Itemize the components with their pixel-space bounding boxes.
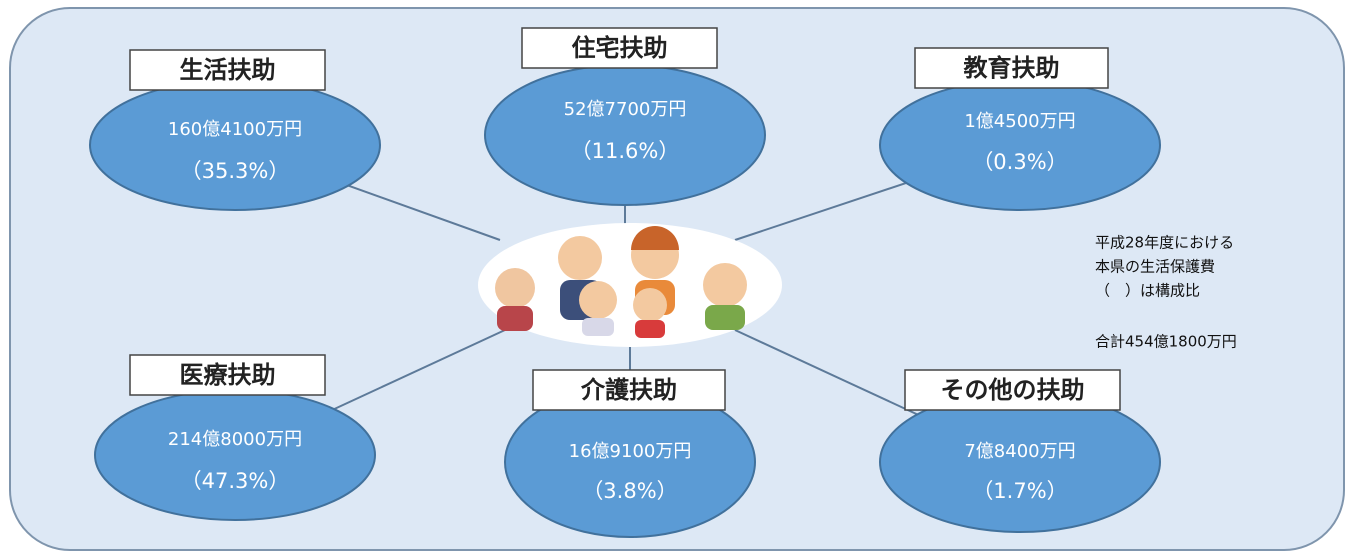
node-label: 住宅扶助 (572, 34, 668, 62)
note-line: （ ）は構成比 (1095, 282, 1200, 300)
node-ellipse (880, 80, 1160, 210)
node-label: 教育扶助 (964, 54, 1060, 82)
diagram: 生活扶助 160億4100万円 （35.3%） 住宅扶助 52億7700万円 （11.6%… (0, 0, 1352, 560)
node-share: （35.3%） (181, 159, 290, 183)
node-share: （1.7%） (972, 479, 1067, 503)
node-amount: 1億4500万円 (964, 111, 1075, 132)
node-ellipse (90, 80, 380, 210)
node-share: （0.3%） (972, 150, 1067, 174)
node-label: その他の扶助 (941, 376, 1085, 404)
center-illustration (478, 223, 782, 347)
note-line: 平成28年度における (1095, 234, 1234, 252)
node-share: （3.8%） (582, 479, 677, 503)
node-label: 介護扶助 (580, 376, 677, 404)
node-share: （47.3%） (181, 469, 290, 493)
node-amount: 16億9100万円 (569, 441, 692, 462)
node-share: （11.6%） (571, 139, 680, 163)
node-ellipse (95, 390, 375, 520)
node-amount: 214億8000万円 (168, 429, 302, 450)
node-label: 医療扶助 (180, 361, 276, 389)
node-ellipse (880, 392, 1160, 532)
note-line: 本県の生活保護費 (1095, 258, 1215, 276)
node-label: 生活扶助 (180, 56, 276, 84)
node-amount: 52億7700万円 (564, 99, 687, 120)
node-amount: 7億8400万円 (964, 441, 1075, 462)
node-amount: 160億4100万円 (168, 119, 302, 140)
node-ellipse (485, 65, 765, 205)
note-total: 合計454億1800万円 (1095, 333, 1237, 351)
